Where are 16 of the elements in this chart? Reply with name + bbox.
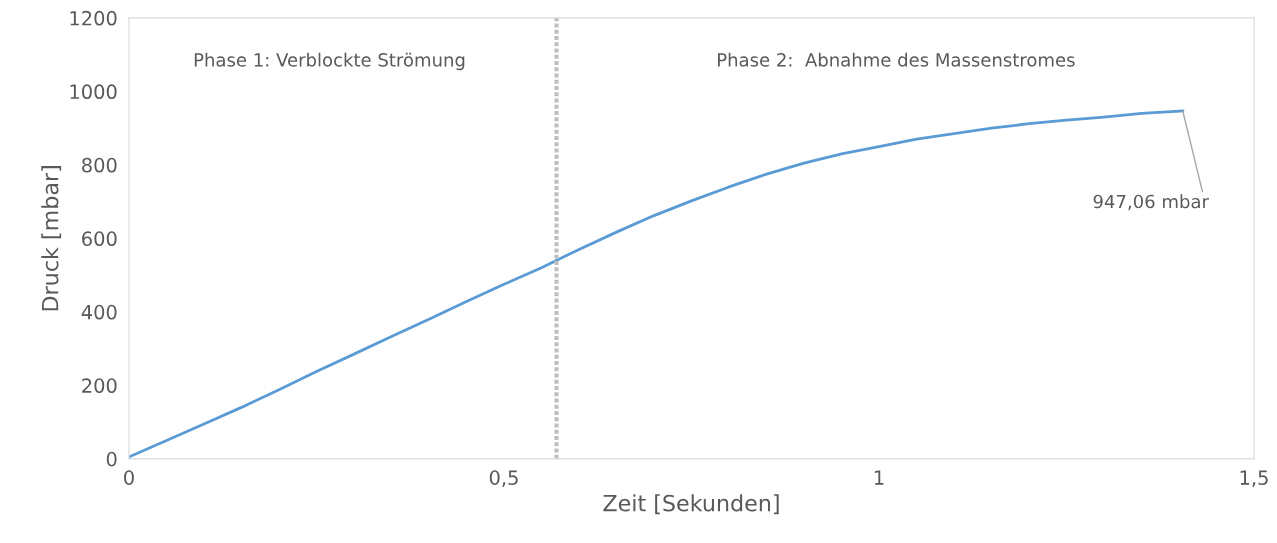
x-tick-label: 1 <box>874 470 884 485</box>
annotation: Phase 2: Abnahme des Massenstromes <box>718 52 1075 67</box>
y-tick-label: 600 <box>82 231 117 247</box>
y-tick-label: 1000 <box>70 84 117 100</box>
y-tick-label: 0 <box>106 451 117 467</box>
annotation: 947,06 mbar <box>1093 194 1209 211</box>
y-tick-label: 200 <box>82 378 117 394</box>
x-axis-title: Zeit [Sekunden] <box>603 494 779 515</box>
annotation: Phase 1: Verblockte Strömung <box>194 52 465 71</box>
y-axis-title: Druck [mbar] <box>41 166 62 311</box>
y-tick-label: 1200 <box>70 10 117 26</box>
x-tick-label: 1,5 <box>1240 470 1268 487</box>
y-tick-label: 800 <box>82 157 117 173</box>
x-tick-label: 0 <box>124 470 134 485</box>
y-tick-label: 400 <box>81 304 117 320</box>
x-tick-label: 0,5 <box>489 470 518 487</box>
